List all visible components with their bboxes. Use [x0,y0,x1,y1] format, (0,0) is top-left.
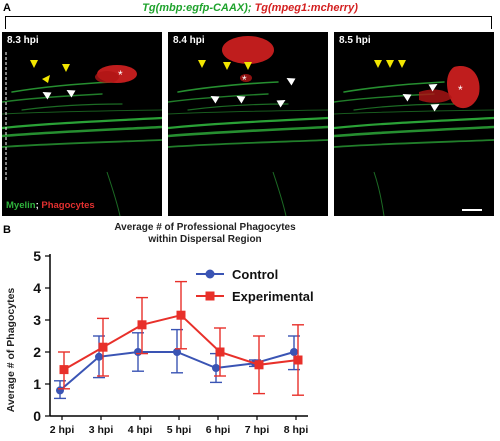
legend-label: Control [232,267,278,282]
y-tick-label: 3 [33,312,41,328]
data-point [98,342,108,352]
chart-title: Average # of Professional Phagocytes wit… [114,222,296,245]
data-point [293,355,303,365]
panel-a-title: Tg(mbp:egfp-CAAX); Tg(mpeg1:mcherry) [142,2,358,14]
x-tick-label: 4 hpi [128,424,153,436]
panel-bracket [5,16,492,29]
y-tick-label: 4 [33,280,41,296]
legend-label: Experimental [232,289,314,304]
panel-a-letter: A [3,2,11,14]
timepoint-label-3: 8.5 hpi [339,35,371,46]
data-point [137,320,147,330]
svg-text:*: * [242,73,247,87]
micrograph-2: * 8.4 hpi [168,32,328,216]
transgene-red-label: Tg(mpeg1:mcherry) [254,2,358,14]
micrograph-3-image: * [334,60,494,216]
svg-text:*: * [118,68,123,82]
data-point [134,348,142,356]
phagocyte-line-chart: 0 1 2 3 4 5 2 hpi 3 hpi 4 hpi 5 hpi 6 hpi 7 hpi 8 hp… [5,248,314,436]
micrograph-3: * 8.5 hpi [334,32,494,216]
x-tick-label: 6 hpi [206,424,231,436]
series-experimental [58,280,304,396]
x-tick-label: 3 hpi [89,424,114,436]
data-point [56,386,64,395]
y-axis-label: Average # of Phagocytes [5,288,17,413]
data-point [290,348,298,356]
timepoint-label-2: 8.4 hpi [173,35,205,46]
x-tick-label: 8 hpi [284,424,309,436]
micrograph-2-image: * [168,36,328,216]
micrograph-1-image: * [2,52,162,216]
x-tick-label: 2 hpi [50,424,75,436]
data-point [173,348,181,356]
y-tick-label: 5 [33,248,41,264]
y-tick-label: 1 [33,376,41,392]
x-tick-label: 5 hpi [167,424,192,436]
data-point [176,310,186,320]
data-point [254,360,264,370]
x-tick-label: 7 hpi [245,424,270,436]
chart-legend: Control Experimental [196,267,314,304]
svg-text:*: * [458,83,463,97]
micrograph-1: * 8.3 hpi Myelin; Phagocytes [2,32,162,216]
data-point [212,364,220,372]
micrograph-legend: Myelin; Phagocytes [6,200,95,211]
transgene-green-label: Tg(mbp:egfp-CAAX) [142,2,248,14]
legend-marker [205,269,215,279]
legend-marker [205,291,215,301]
panel-b-letter: B [3,224,11,236]
data-point [95,352,103,361]
data-point [215,347,225,357]
y-tick-label: 0 [33,408,41,424]
data-point [59,365,69,375]
timepoint-label-1: 8.3 hpi [7,35,39,46]
y-tick-label: 2 [33,344,41,360]
